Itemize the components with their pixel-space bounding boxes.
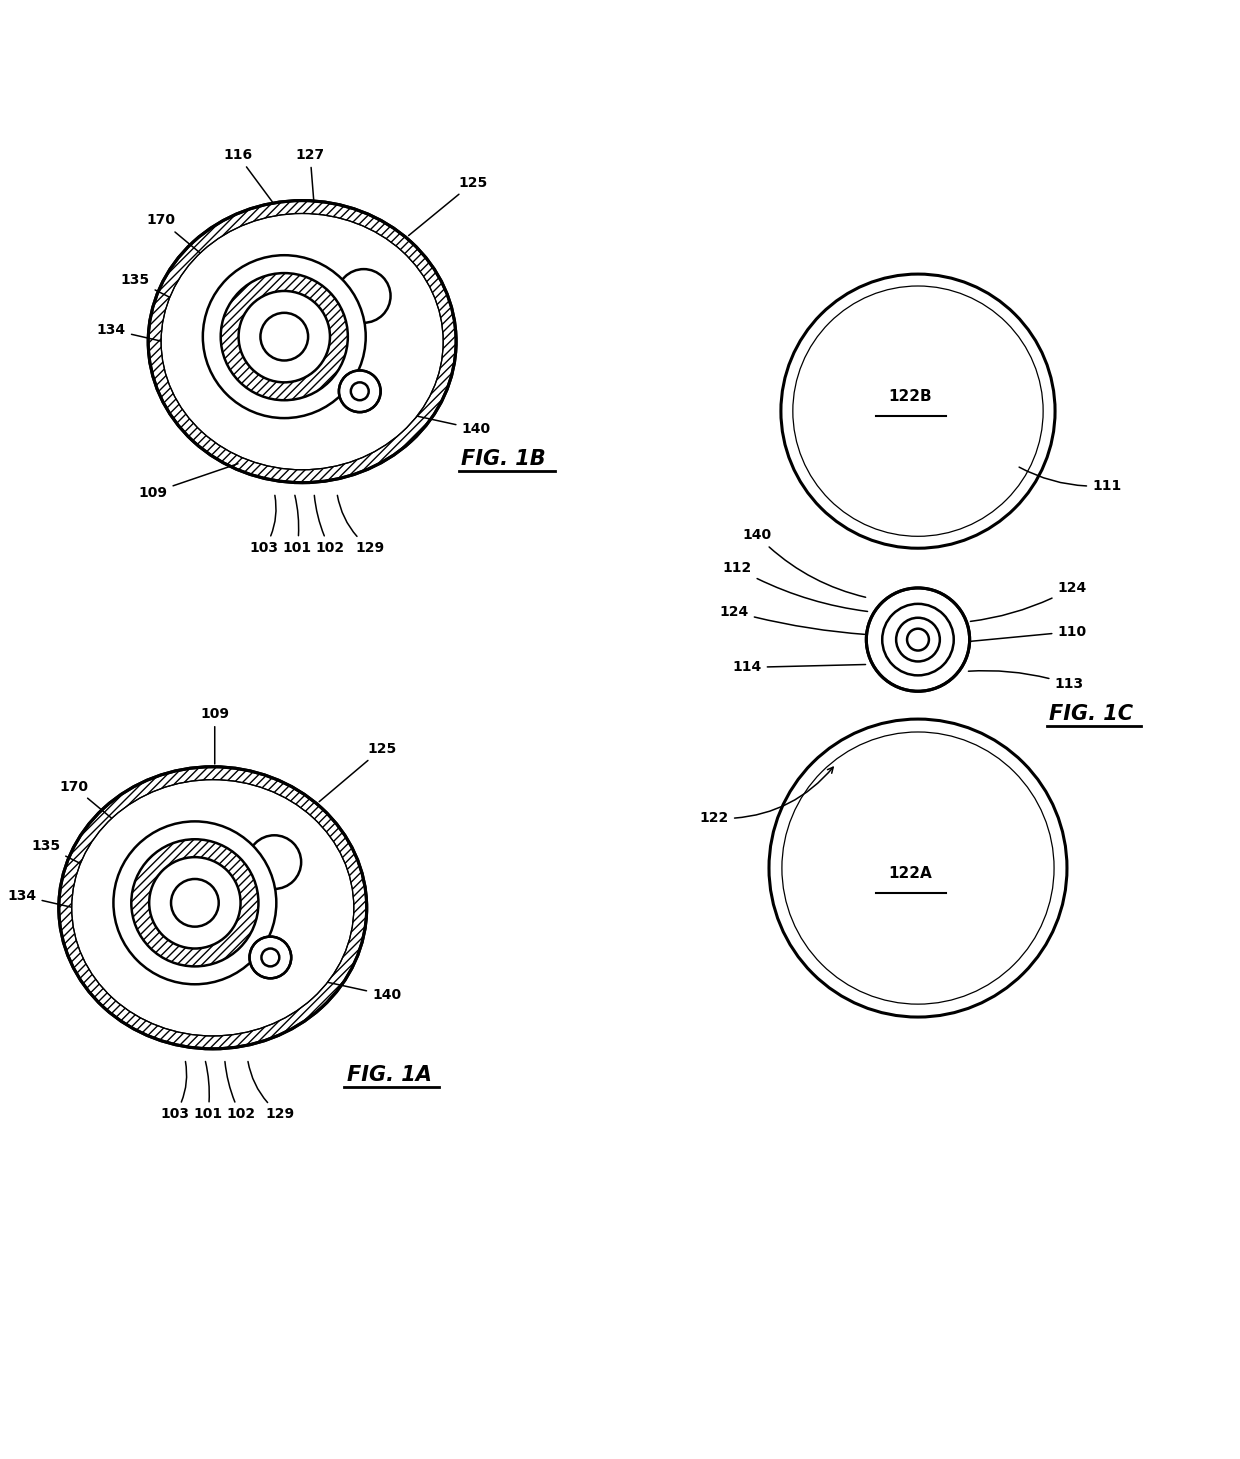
Text: 135: 135 [31,839,110,878]
Text: 127: 127 [295,147,325,201]
Circle shape [221,273,348,400]
Text: 170: 170 [60,779,131,835]
Text: FIG. 1C: FIG. 1C [1049,705,1133,724]
Text: 102: 102 [224,1062,255,1122]
Circle shape [337,268,391,322]
Text: 103: 103 [250,496,279,556]
Text: 113: 113 [968,671,1084,692]
Text: 124: 124 [971,581,1086,622]
Circle shape [769,719,1066,1017]
Circle shape [149,856,241,948]
Text: 116: 116 [223,147,273,203]
Text: FIG. 1A: FIG. 1A [347,1065,432,1084]
Ellipse shape [161,213,443,470]
Text: 134: 134 [7,889,93,912]
Text: 134: 134 [97,322,182,346]
Text: 114: 114 [733,661,866,674]
Ellipse shape [72,779,353,1036]
Circle shape [131,839,258,966]
Text: 129: 129 [248,1062,295,1122]
Text: 112: 112 [723,562,868,611]
Text: 101: 101 [283,495,311,556]
Circle shape [238,290,330,382]
Circle shape [882,604,954,676]
Text: 140: 140 [316,980,402,1002]
Ellipse shape [149,200,456,483]
Circle shape [867,588,970,692]
Text: 125: 125 [319,741,397,801]
Circle shape [781,274,1055,549]
Circle shape [339,371,381,411]
Circle shape [262,948,279,966]
Text: 103: 103 [160,1062,190,1122]
Text: 101: 101 [193,1062,222,1122]
Text: 122B: 122B [888,388,931,404]
Text: 102: 102 [314,496,345,556]
Text: 122A: 122A [888,865,932,881]
Text: 125: 125 [409,175,487,235]
Text: 135: 135 [120,273,201,312]
Circle shape [906,629,929,651]
Circle shape [113,821,277,985]
Text: 122: 122 [699,767,833,826]
Circle shape [248,836,301,889]
Text: 109: 109 [139,464,238,499]
Text: FIG. 1B: FIG. 1B [461,449,546,468]
Ellipse shape [58,767,367,1049]
Text: 111: 111 [1019,467,1121,493]
Text: 129: 129 [337,496,384,556]
Text: 110: 110 [971,624,1086,642]
Text: 140: 140 [743,528,866,597]
Text: 170: 170 [146,213,218,268]
Circle shape [249,937,291,979]
Text: 109: 109 [200,708,229,765]
Circle shape [351,382,368,400]
Text: 140: 140 [407,414,491,436]
Text: 124: 124 [719,605,866,635]
Circle shape [203,255,366,419]
